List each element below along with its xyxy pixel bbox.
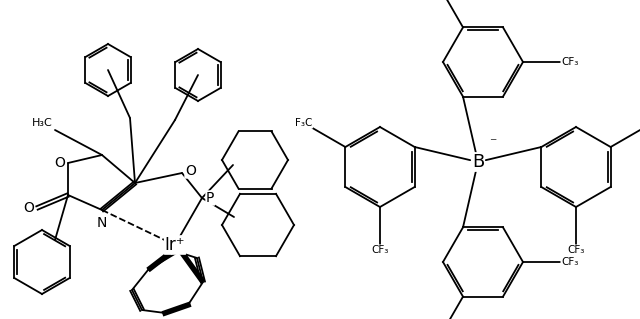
Text: CF₃: CF₃ bbox=[567, 245, 585, 255]
Text: O: O bbox=[185, 164, 196, 178]
Text: Ir⁺: Ir⁺ bbox=[164, 236, 186, 254]
Text: O: O bbox=[54, 156, 65, 170]
Text: CF₃: CF₃ bbox=[561, 257, 579, 267]
Text: ⁻: ⁻ bbox=[489, 136, 497, 150]
Text: H₃C: H₃C bbox=[32, 118, 53, 128]
Text: P: P bbox=[206, 191, 214, 205]
Text: CF₃: CF₃ bbox=[561, 57, 579, 67]
Text: B: B bbox=[472, 153, 484, 171]
Text: CF₃: CF₃ bbox=[371, 245, 388, 255]
Text: O: O bbox=[23, 201, 34, 215]
Text: N: N bbox=[97, 216, 107, 230]
Text: F₃C: F₃C bbox=[295, 118, 312, 128]
